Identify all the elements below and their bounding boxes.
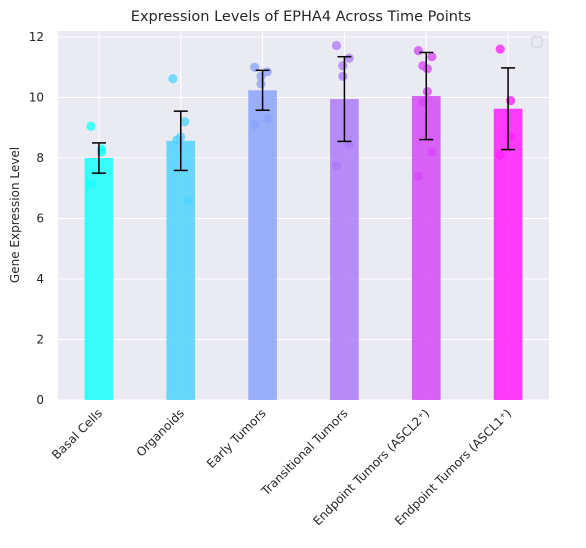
data-point [495,44,505,54]
y-tick-label: 10 [29,91,44,105]
bar [248,90,277,400]
data-point [422,64,432,74]
bar [411,96,441,400]
data-point [413,171,423,181]
bar [166,140,196,401]
y-tick-label: 2 [36,333,44,347]
data-point [427,147,437,157]
data-point [495,150,505,160]
y-ticks: 0 2 4 6 8 10 12 [29,30,44,407]
data-point [338,71,348,81]
data-point [331,40,342,51]
bar [84,158,114,400]
data-point [413,46,423,56]
y-tick-label: 12 [29,30,44,44]
chart-title: Expression Levels of EPHA4 Across Time P… [131,9,471,25]
data-point [184,195,194,205]
data-point [256,79,266,89]
data-point [86,121,96,131]
plot-background [58,31,549,400]
data-point [168,74,178,84]
y-tick-label: 8 [36,151,44,165]
legend-box [531,36,543,48]
x-tick-label: Basal Cells [49,406,105,462]
data-point [331,160,342,171]
error-bars [91,51,516,174]
y-axis-label: Gene Expression Level [8,147,22,283]
data-point [422,86,432,97]
data-point [418,97,428,107]
y-tick-label: 6 [36,212,44,226]
x-ticks: Basal Cells Organoids Early TumorsTransiti… [49,406,514,528]
data-point [250,120,260,130]
data-point [338,61,348,71]
data-point [86,179,96,189]
data-point [427,52,437,62]
data-point [172,135,182,145]
x-tick-label: Transitional Tumors [258,406,351,499]
data-point [262,114,272,124]
x-tick-label: Early Tumors [204,406,269,471]
x-tick-label: Organoids [134,406,187,459]
y-tick-label: 0 [36,393,44,407]
y-tick-label: 4 [36,272,44,286]
data-point [180,117,190,127]
data-point [344,53,354,63]
bars [84,90,523,401]
bar [330,99,359,400]
